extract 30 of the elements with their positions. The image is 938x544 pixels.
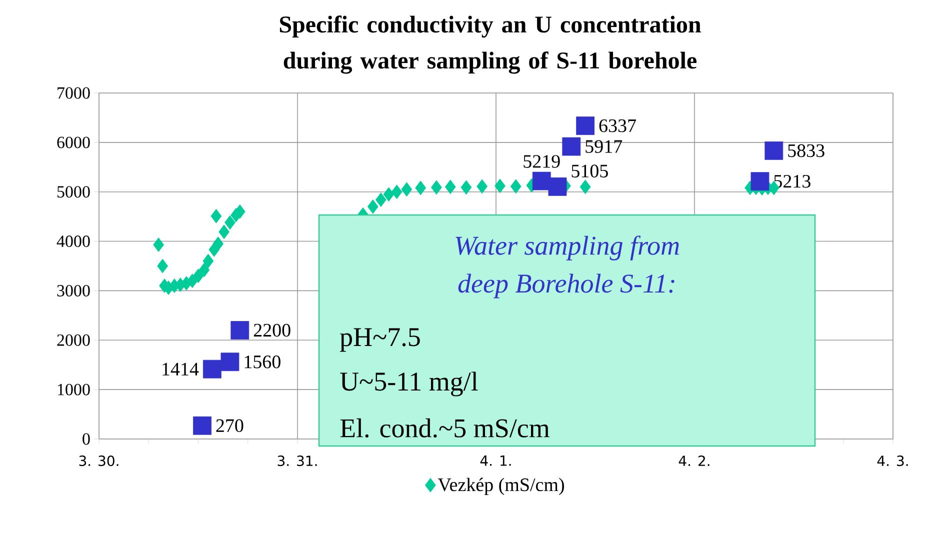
y-tick-label: 4000	[56, 236, 90, 248]
data-label: 5833	[788, 144, 824, 158]
annotation: U~5-11 mg/l	[340, 372, 478, 396]
y-tick-label: 1000	[58, 384, 90, 396]
x-tick-label: 4. 3.	[877, 456, 908, 466]
y-tick-label: 3000	[57, 284, 90, 296]
data-label: 5917	[586, 140, 622, 153]
annotation: deep Borehole S-11:	[458, 274, 674, 298]
y-tick-label: 7000	[58, 87, 90, 99]
annotation: Water sampling from	[456, 236, 679, 260]
y-tick-label: 6000	[57, 136, 90, 148]
data-label: 270	[216, 419, 244, 432]
data-label: 2200	[254, 324, 290, 337]
x-tick-label: 3. 30.	[79, 456, 118, 466]
y-tick-label: 5000	[57, 186, 90, 198]
data-label: 5213	[774, 174, 810, 188]
y-tick-label: 2000	[57, 334, 90, 346]
chart-title: Specific conductivity an U concentration during water sampling of S-11 borehole	[280, 16, 701, 74]
annotation: pH~7.5	[340, 328, 420, 352]
data-label: 1560	[244, 355, 280, 368]
y-tick-label: 0	[82, 433, 90, 445]
annotation: El. cond.~5 mS/cm	[340, 418, 550, 438]
x-tick-label: 4. 2.	[678, 456, 710, 466]
data-label: 1414	[162, 362, 199, 376]
x-tick-label: 4. 1.	[480, 456, 511, 466]
legend-label: Vezkép (mS/cm)	[438, 478, 564, 496]
x-tick-label: 3. 31.	[278, 456, 317, 466]
data-label: 5105	[572, 164, 608, 178]
data-label: 5219	[524, 155, 560, 168]
data-label: 6337	[599, 119, 636, 132]
